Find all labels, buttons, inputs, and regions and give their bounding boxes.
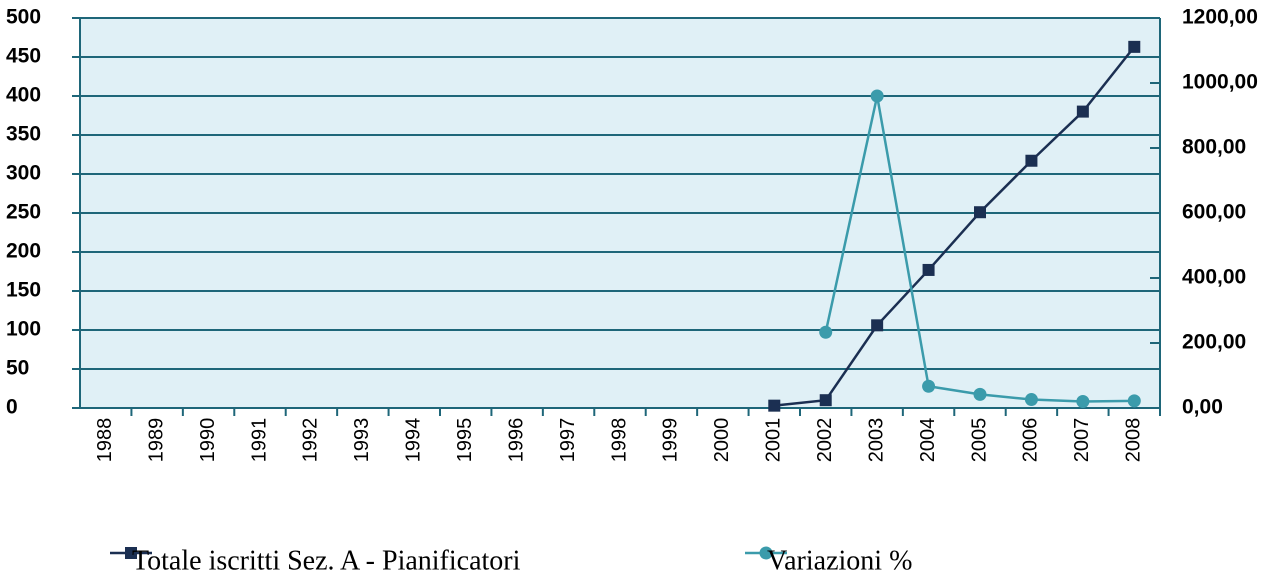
- point: [922, 263, 935, 276]
- x-tick-label: 2003: [865, 418, 887, 463]
- x-tick-label: 1996: [505, 418, 527, 463]
- point: [1076, 395, 1090, 408]
- x-tick-label: 2008: [1123, 418, 1145, 463]
- point: [870, 89, 884, 103]
- point: [1076, 105, 1089, 118]
- y2-tick-label: 800,00: [1182, 136, 1246, 159]
- y2-tick-label: 400,00: [1182, 266, 1246, 289]
- point: [819, 394, 832, 407]
- x-tick-label: 2001: [763, 418, 785, 463]
- x-tick-label: 2000: [711, 418, 733, 463]
- y-tick-label: 100: [6, 318, 41, 341]
- y-tick-label: 150: [6, 279, 41, 302]
- point: [871, 319, 884, 332]
- legend-label: Totale iscritti Sez. A - Pianificatori: [132, 545, 521, 576]
- y-tick-label: 50: [6, 357, 29, 380]
- legend-marker: [759, 546, 773, 560]
- x-tick-label: 1990: [197, 418, 219, 463]
- point: [922, 379, 936, 393]
- x-tick-label: 2002: [814, 418, 836, 463]
- x-tick-label: 1997: [557, 418, 579, 463]
- y-tick-label: 400: [6, 84, 41, 107]
- y2-tick-label: 0,00: [1182, 396, 1223, 419]
- y-tick-label: 200: [6, 240, 41, 263]
- x-tick-label: 1995: [454, 418, 476, 463]
- y-tick-label: 500: [6, 6, 41, 29]
- y2-tick-label: 1000,00: [1182, 71, 1258, 94]
- series-line: [774, 46, 1136, 407]
- y-tick-label: 0: [6, 396, 18, 419]
- y2-tick-label: 1200,00: [1182, 6, 1258, 29]
- y2-tick-label: 600,00: [1182, 201, 1246, 224]
- y-tick-label: 350: [6, 123, 41, 146]
- point: [768, 399, 781, 412]
- x-tick-label: 1988: [94, 418, 116, 463]
- y-tick-label: 300: [6, 162, 41, 185]
- y2-tick-label: 200,00: [1182, 331, 1246, 354]
- y-tick-label: 450: [6, 45, 41, 68]
- x-tick-label: 2005: [968, 418, 990, 463]
- point: [819, 325, 833, 339]
- point: [1024, 393, 1038, 407]
- point: [1127, 394, 1141, 408]
- x-tick-label: 2006: [1020, 418, 1042, 463]
- x-tick-label: 2007: [1071, 418, 1093, 463]
- x-tick-label: 1998: [608, 418, 630, 463]
- x-tick-label: 1989: [145, 418, 167, 463]
- x-tick-label: 1992: [300, 418, 322, 463]
- x-tick-label: 2004: [917, 418, 939, 463]
- point: [973, 387, 987, 401]
- x-tick-label: 1993: [351, 418, 373, 463]
- x-tick-label: 1999: [660, 418, 682, 463]
- point: [1128, 40, 1141, 53]
- y-tick-label: 250: [6, 201, 41, 224]
- legend-marker: [125, 547, 137, 559]
- legend-label: Variazioni %: [767, 545, 912, 576]
- point: [974, 206, 986, 219]
- x-tick-label: 1991: [248, 418, 270, 463]
- point: [1025, 154, 1038, 167]
- x-tick-label: 1994: [403, 418, 425, 463]
